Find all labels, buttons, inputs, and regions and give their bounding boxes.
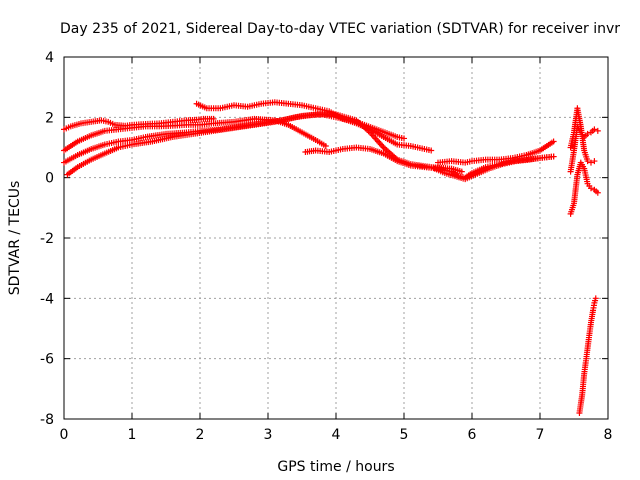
series-track-l xyxy=(576,295,599,416)
y-tick-label: -8 xyxy=(40,412,54,428)
series-track-k xyxy=(567,159,601,217)
x-tick-label: 0 xyxy=(60,427,69,443)
x-tick-labels: 0 1 2 3 4 5 6 7 8 xyxy=(60,427,613,443)
data-point xyxy=(588,185,594,192)
data-point xyxy=(591,158,598,165)
data-point xyxy=(401,135,407,142)
y-tick-labels: -8 -6 -4 -2 0 2 4 xyxy=(40,50,54,428)
series-track-e xyxy=(193,99,435,154)
data-point xyxy=(458,168,465,175)
x-tick-label: 5 xyxy=(400,427,409,443)
series-track-h xyxy=(431,153,557,183)
y-tick-label: 2 xyxy=(45,110,54,126)
series-track-d xyxy=(64,111,465,178)
data-point xyxy=(592,295,599,302)
data-point xyxy=(584,130,591,137)
data-point xyxy=(594,127,601,134)
series-track-g xyxy=(435,138,557,166)
y-tick-label: -4 xyxy=(40,291,54,307)
y-tick-label: -6 xyxy=(40,352,54,368)
grid-lines xyxy=(64,57,608,419)
y-tick-label: 0 xyxy=(45,171,54,187)
chart-title: Day 235 of 2021, Sidereal Day-to-day VTE… xyxy=(60,21,620,37)
y-tick-label: -2 xyxy=(40,231,54,247)
data-point xyxy=(591,126,598,133)
data-point xyxy=(550,138,557,145)
data-point xyxy=(428,147,435,154)
x-tick-label: 3 xyxy=(264,427,273,443)
data-point xyxy=(322,142,329,149)
x-tick-label: 4 xyxy=(332,427,341,443)
axis-ticks xyxy=(63,56,609,420)
x-tick-label: 1 xyxy=(128,427,137,443)
data-point xyxy=(584,158,591,165)
y-axis-label: SDTVAR / TECUs xyxy=(7,181,23,296)
x-axis-label: GPS time / hours xyxy=(277,459,394,475)
data-point xyxy=(588,159,594,166)
x-tick-label: 6 xyxy=(468,427,477,443)
data-point xyxy=(550,153,557,160)
x-tick-label: 2 xyxy=(196,427,205,443)
data-points xyxy=(61,99,601,416)
data-point xyxy=(594,189,601,196)
series-track-j xyxy=(567,105,598,166)
x-tick-label: 8 xyxy=(604,427,613,443)
x-tick-label: 7 xyxy=(536,427,545,443)
y-tick-label: 4 xyxy=(45,50,54,66)
